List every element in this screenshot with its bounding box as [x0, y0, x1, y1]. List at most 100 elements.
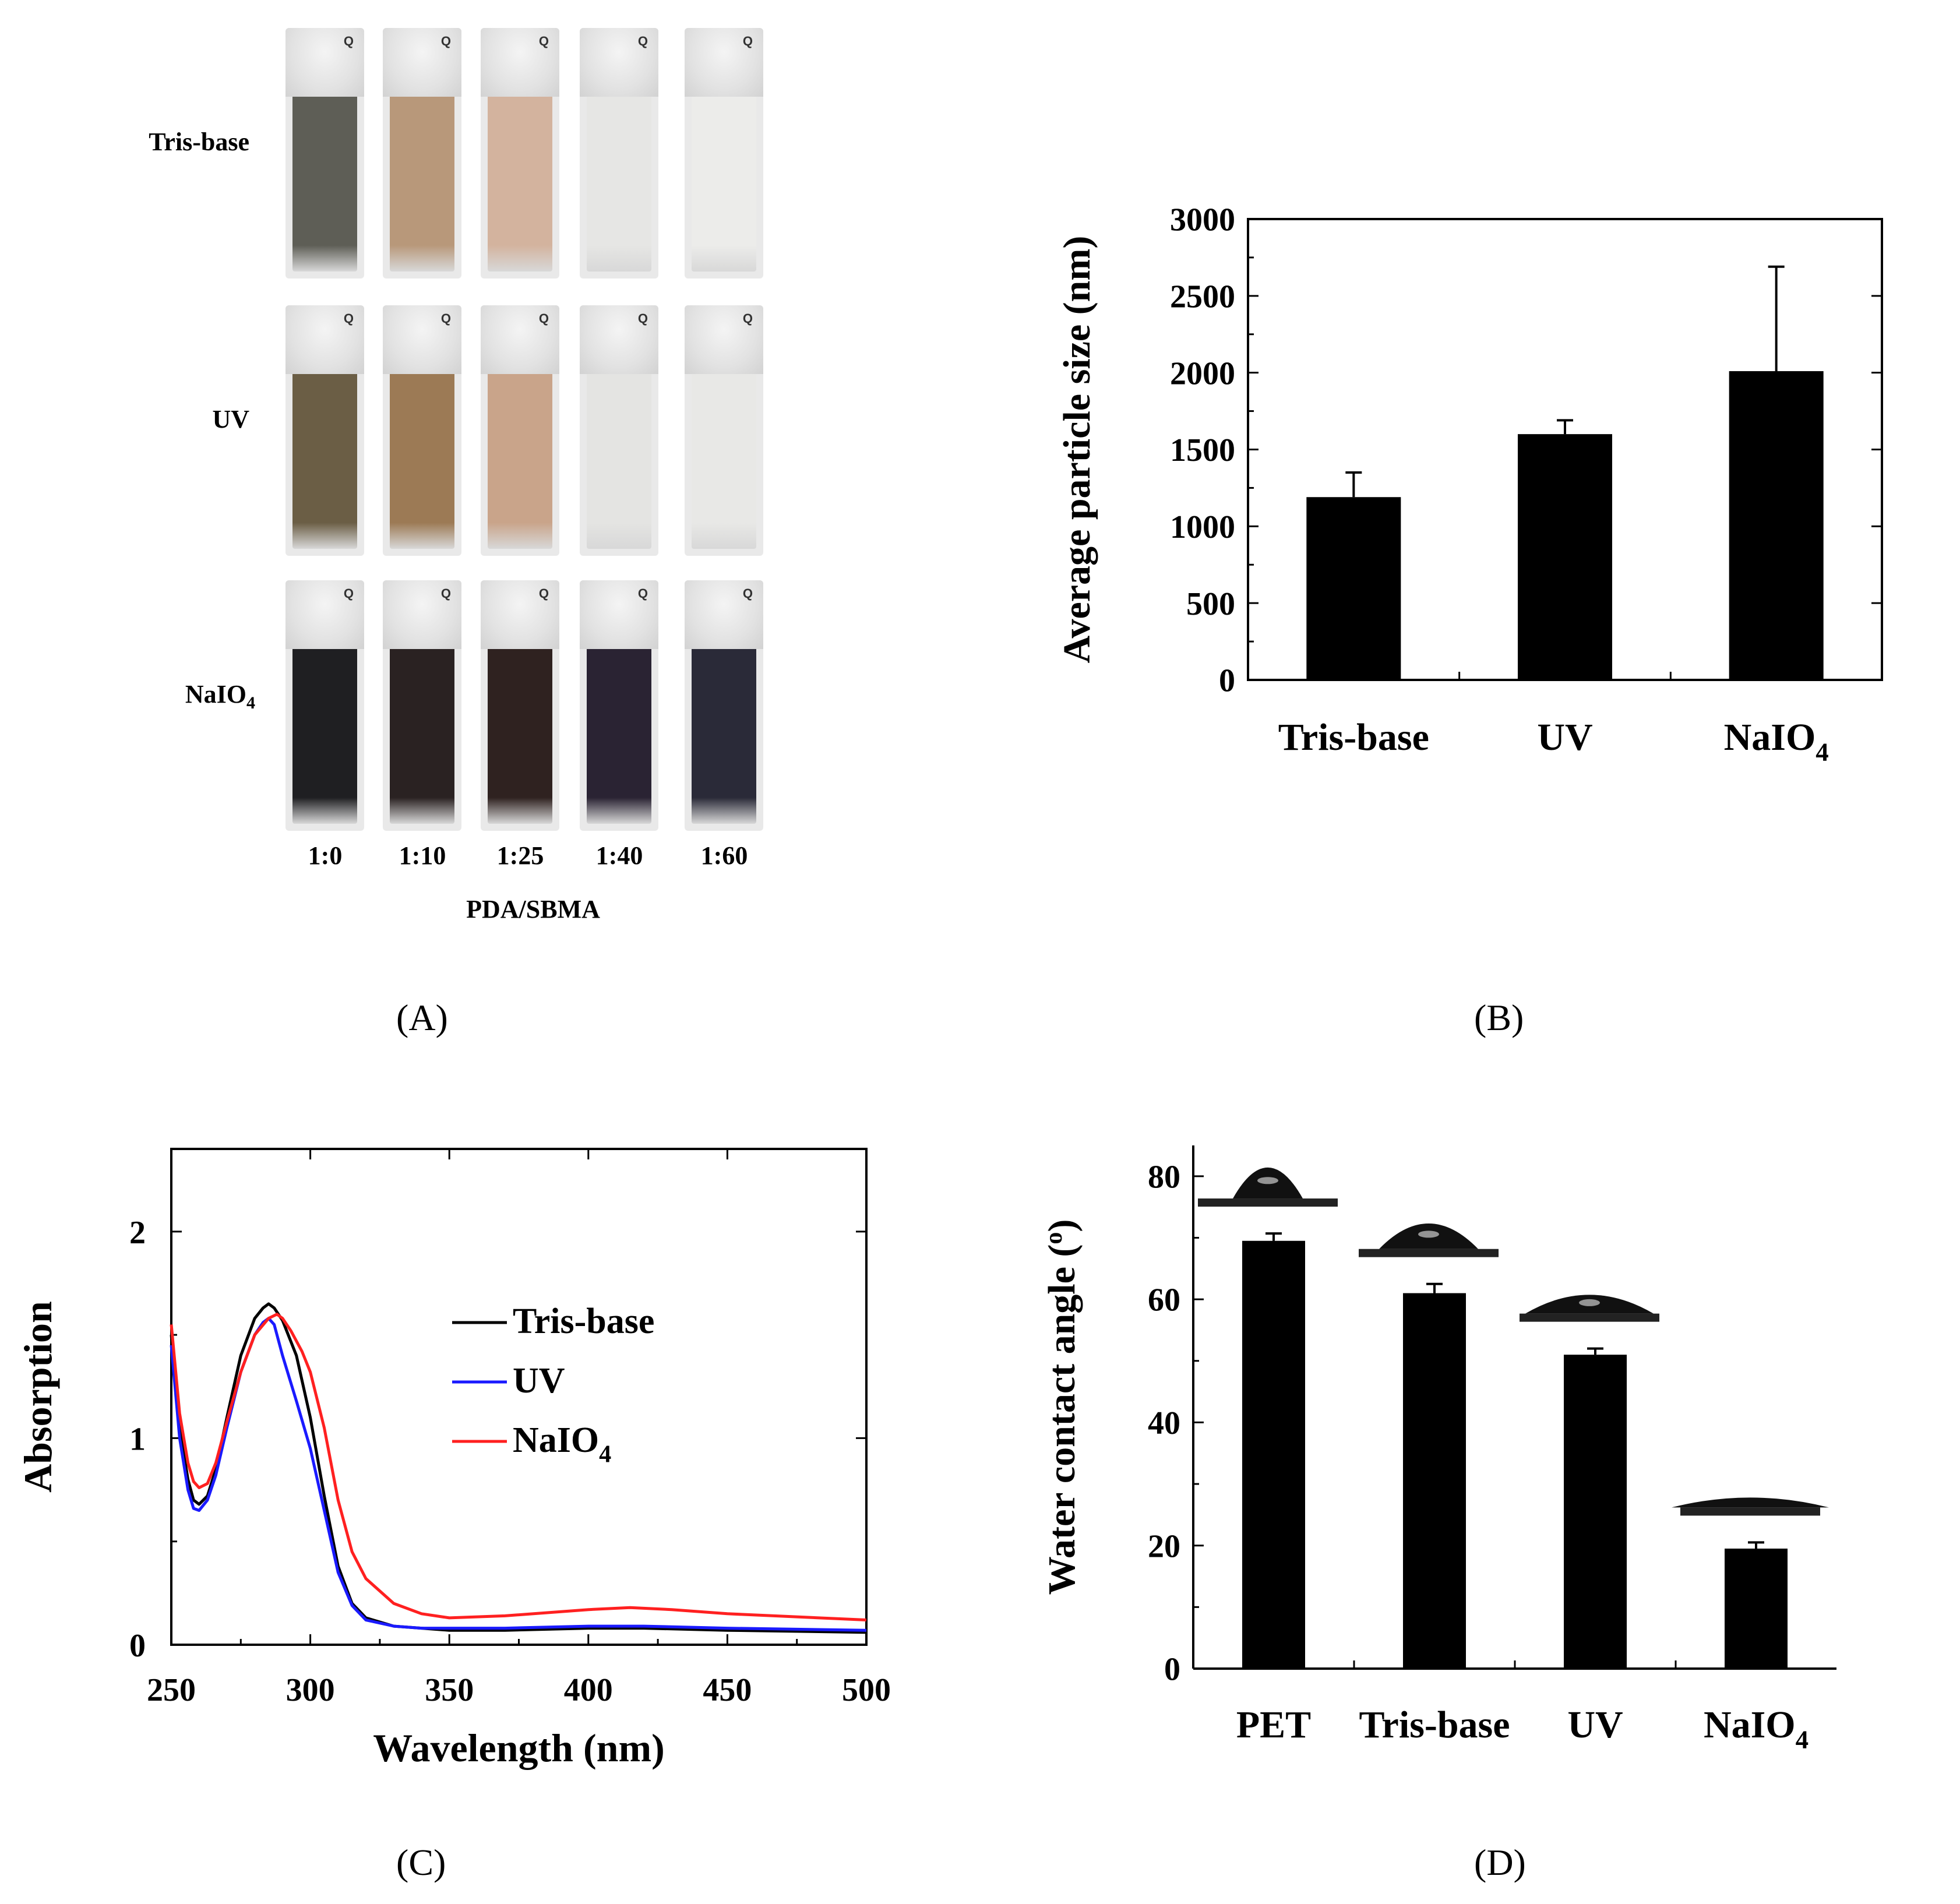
vial-cap	[285, 580, 364, 649]
y-axis-label: Water contact angle (o)	[1041, 1219, 1083, 1595]
vial: Q	[481, 580, 559, 831]
y-tick-label: 40	[1148, 1405, 1180, 1441]
y-tick-label: 3000	[1170, 202, 1235, 238]
vial: Q	[285, 580, 364, 831]
y-tick-label: 1000	[1170, 509, 1235, 545]
vial-cap	[481, 580, 559, 649]
vial: Q	[383, 28, 461, 278]
vial-mark: Q	[440, 34, 451, 48]
bar	[1518, 434, 1612, 680]
bar	[1729, 371, 1824, 680]
ratio-label: 1:0	[308, 841, 343, 870]
vial-liquid	[292, 649, 357, 824]
vial-liquid	[692, 97, 756, 272]
contact-angle-bar-chart: 0 20 40 60 80 PET Tris-base UV NaIO4 Water contac…	[1041, 1145, 1836, 1754]
ratio-label: 1:10	[399, 841, 446, 870]
vial-liquid	[292, 97, 357, 272]
vial-cap	[580, 28, 658, 97]
vial-liquid	[390, 649, 454, 824]
vial-mark: Q	[538, 34, 549, 48]
row-label-1: UV	[212, 405, 249, 433]
vial-liquid	[292, 374, 357, 549]
vial-cap	[285, 28, 364, 97]
absorption-line-chart: 250 300 350 400 450 500 0 1 2 Tris-base UV NaIO4 Wav…	[16, 1148, 891, 1770]
vial: Q	[685, 28, 763, 278]
vial-cap	[580, 305, 658, 374]
droplet-highlight	[1418, 1230, 1439, 1238]
x-category-label: UV	[1537, 716, 1592, 759]
vial-mark: Q	[538, 586, 549, 601]
panel-label-c: (C)	[396, 1842, 446, 1883]
vial-mark: Q	[742, 34, 753, 48]
x-tick-label: 500	[842, 1672, 891, 1708]
vial: Q	[685, 305, 763, 556]
photo-xlabel: PDA/SBMA	[466, 895, 600, 923]
y-tick-label: 1500	[1170, 432, 1235, 468]
bar	[1725, 1548, 1788, 1669]
vial-mark: Q	[343, 311, 354, 326]
y-tick-label: 2000	[1170, 355, 1235, 392]
droplet-image	[1198, 1167, 1338, 1207]
y-tick-label: 0	[1164, 1652, 1180, 1688]
y-tick-label: 20	[1148, 1528, 1180, 1564]
substrate	[1198, 1198, 1338, 1207]
vial-liquid	[692, 649, 756, 824]
panel-label-d: (D)	[1474, 1842, 1526, 1883]
vial-mark: Q	[343, 34, 354, 48]
substrate	[1680, 1507, 1820, 1516]
panel-label-a: (A)	[396, 997, 448, 1038]
y-tick-label: 2	[129, 1215, 146, 1251]
vial-liquid	[488, 649, 552, 824]
legend-label: Tris-base	[513, 1302, 654, 1341]
bar	[1306, 497, 1401, 680]
vial-cap	[685, 580, 763, 649]
y-tick-label: 0	[1219, 663, 1235, 699]
vial-liquid	[488, 97, 552, 272]
y-tick-label: 0	[129, 1628, 146, 1664]
legend-label: NaIO4	[513, 1420, 611, 1468]
vial-mark: Q	[742, 586, 753, 601]
row-label-0: Tris-base	[149, 128, 249, 156]
legend-label: UV	[513, 1361, 565, 1401]
x-category-label: Tris-base	[1278, 716, 1429, 759]
vial-mark: Q	[440, 311, 451, 326]
vial-cap	[580, 580, 658, 649]
vial: Q	[685, 580, 763, 831]
vial-mark: Q	[742, 311, 753, 326]
x-category-label: NaIO4	[1704, 1704, 1809, 1754]
x-tick-label: 300	[286, 1672, 335, 1708]
bar	[1242, 1240, 1305, 1669]
vial: Q	[285, 305, 364, 556]
y-tick-label: 60	[1148, 1282, 1180, 1318]
vial-mark: Q	[637, 311, 648, 326]
x-category-label: PET	[1236, 1704, 1311, 1746]
vial-cap	[383, 580, 461, 649]
vial-mark: Q	[440, 586, 451, 601]
vial-liquid	[692, 374, 756, 549]
vial: Q	[580, 580, 658, 831]
panel-label-b: (B)	[1474, 997, 1524, 1038]
vial-liquid	[488, 374, 552, 549]
vial-mark: Q	[637, 34, 648, 48]
series-line-tris-base	[170, 1302, 867, 1634]
vial: Q	[481, 28, 559, 278]
vial-mark: Q	[343, 586, 354, 601]
vial-mark: Q	[538, 311, 549, 326]
row-label-2: NaIO4	[185, 680, 255, 713]
droplet-image	[1520, 1295, 1659, 1322]
vial-cap	[481, 305, 559, 374]
vial-liquid	[390, 374, 454, 549]
droplet-highlight	[1257, 1177, 1278, 1184]
vial-liquid	[390, 97, 454, 272]
y-axis-label: Average particle size (nm)	[1056, 236, 1098, 664]
bar	[1403, 1293, 1466, 1669]
vial: Q	[580, 28, 658, 278]
vial-cap	[481, 28, 559, 97]
ratio-label: 1:40	[595, 841, 643, 870]
x-tick-label: 350	[425, 1672, 474, 1708]
y-tick-label: 2500	[1170, 278, 1235, 315]
ratio-label: 1:25	[496, 841, 544, 870]
series-line-uv	[170, 1317, 867, 1632]
x-category-label: NaIO4	[1724, 716, 1829, 766]
bar	[1564, 1355, 1627, 1669]
